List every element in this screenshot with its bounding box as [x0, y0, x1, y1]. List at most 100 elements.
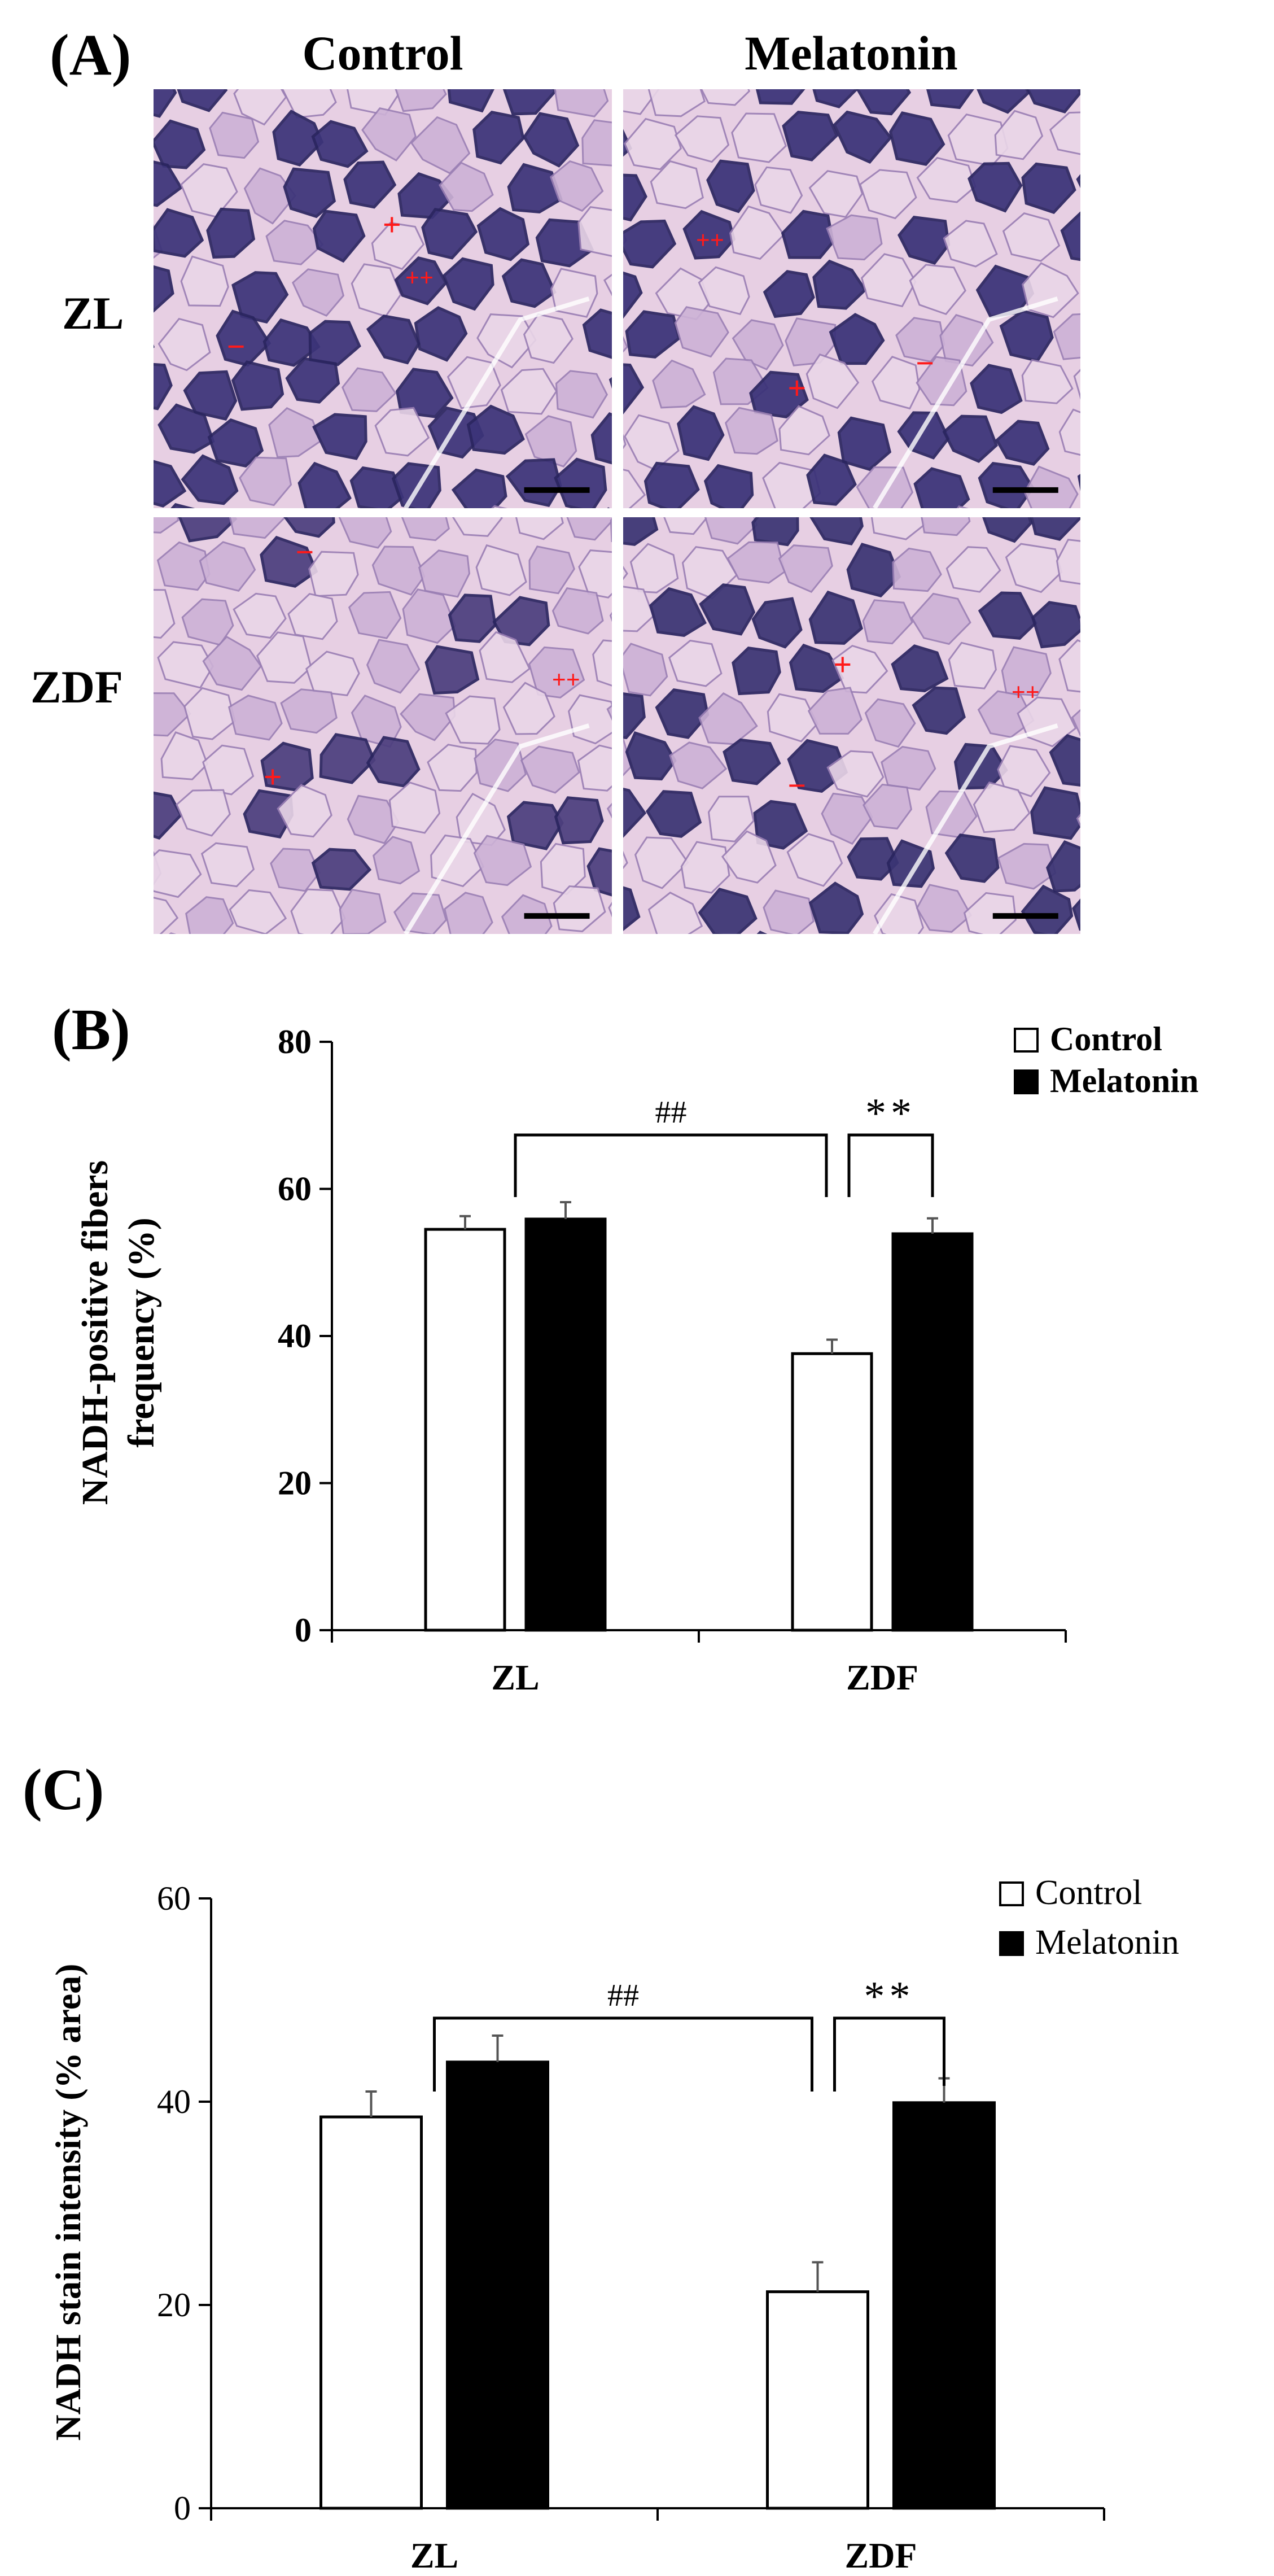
muscle-fiber: [643, 461, 700, 508]
muscle-fiber: [826, 750, 885, 798]
muscle-fiber: [451, 468, 507, 508]
muscle-fiber: [347, 794, 400, 844]
muscle-fiber: [723, 738, 781, 785]
muscle-fiber: [342, 367, 397, 412]
muscle-fiber: [1005, 543, 1063, 593]
significance-bracket-zl-zdf: [514, 1133, 828, 1197]
tissue-gap: [404, 296, 590, 508]
significance-mark-star: **: [864, 1974, 915, 2020]
fiber-marker: ++: [405, 264, 434, 292]
muscle-fiber: [1021, 359, 1074, 404]
legend-label-control: Control: [1050, 1020, 1162, 1058]
muscle-fiber: [586, 847, 612, 897]
significance-mark-star: **: [865, 1090, 916, 1137]
muscle-fiber: [812, 89, 859, 108]
muscle-fiber: [977, 690, 1035, 739]
muscle-fiber: [910, 592, 971, 645]
fiber-marker: ++: [696, 226, 724, 254]
muscle-fiber: [491, 505, 507, 508]
muscle-fiber: [418, 549, 471, 598]
muscle-fiber: [183, 370, 238, 421]
fiber-marker: +: [383, 207, 401, 243]
legend-label-melatonin: Melatonin: [1050, 1062, 1198, 1099]
muscle-fiber: [1026, 89, 1080, 113]
muscle-fiber: [706, 159, 755, 213]
muscle-fiber: [154, 692, 192, 737]
muscle-fiber: [154, 517, 180, 534]
fiber-marker: ++: [1012, 679, 1040, 706]
muscle-fiber: [515, 517, 564, 540]
muscle-fiber: [394, 256, 448, 305]
y-tick-label: 20: [278, 1465, 312, 1502]
muscle-fiber: [623, 517, 659, 546]
muscle-fiber: [677, 405, 725, 461]
muscle-fiber: [833, 110, 892, 164]
muscle-fiber: [805, 353, 860, 409]
muscle-fiber: [874, 893, 925, 934]
bar-melatonin-zl: [446, 2060, 549, 2510]
muscle-fiber: [523, 313, 573, 364]
muscle-fiber: [606, 704, 612, 721]
muscle-fiber: [160, 731, 209, 780]
muscle-fiber: [568, 694, 612, 745]
muscle-fiber: [452, 517, 503, 537]
muscle-fiber: [265, 220, 324, 265]
muscle-fiber: [361, 107, 417, 161]
muscle-fiber: [647, 892, 703, 934]
muscle-fiber: [472, 110, 525, 165]
muscle-fiber: [808, 170, 864, 218]
muscle-fiber: [319, 733, 376, 784]
muscle-fiber: [577, 744, 612, 792]
significance-mark-hash: ##: [607, 1978, 639, 2013]
muscle-fiber: [698, 887, 758, 934]
muscle-fiber: [623, 692, 646, 740]
muscle-fiber: [1076, 174, 1080, 189]
muscle-fiber: [943, 220, 998, 268]
muscle-fiber: [312, 209, 366, 263]
muscle-fiber: [285, 357, 340, 404]
micrograph-zdf-melatonin: + ++ −: [623, 517, 1080, 934]
fiber-marker: ++: [552, 666, 580, 694]
muscle-fiber: [856, 89, 912, 116]
muscle-fiber: [623, 336, 628, 353]
muscle-fiber: [623, 219, 677, 269]
scale-bar: [992, 913, 1058, 919]
muscle-fiber: [625, 731, 677, 781]
column-header-melatonin: Melatonin: [745, 26, 958, 80]
muscle-fiber: [366, 736, 421, 788]
micrograph-zl-melatonin: ++ + −: [623, 89, 1080, 508]
muscle-fiber: [763, 889, 815, 934]
muscle-fiber: [756, 931, 768, 934]
muscle-fiber: [502, 682, 555, 735]
muscle-fiber: [183, 687, 236, 740]
muscle-fiber: [549, 160, 604, 212]
muscle-fiber: [177, 89, 228, 112]
muscle-fiber: [753, 800, 808, 850]
muscle-fiber: [751, 517, 799, 547]
panel-a-label: (A): [50, 23, 132, 88]
muscle-fiber: [348, 591, 402, 639]
muscle-fiber: [395, 368, 454, 418]
muscle-fiber: [682, 209, 736, 260]
muscle-fiber: [414, 306, 468, 362]
muscle-fiber: [444, 892, 493, 934]
scale-bar: [992, 487, 1058, 493]
muscle-fiber: [1001, 646, 1052, 697]
significance-bracket-zdf: [847, 1133, 934, 1197]
muscle-fiber: [652, 359, 706, 409]
fiber-marker: −: [787, 767, 806, 804]
muscle-fiber: [807, 687, 863, 735]
muscle-fiber: [231, 271, 289, 324]
muscle-fiber: [763, 270, 815, 318]
muscle-fiber: [207, 418, 264, 468]
muscle-fiber: [157, 317, 211, 372]
muscle-fiber: [506, 801, 564, 850]
muscle-fiber: [507, 163, 563, 214]
muscle-fiber: [978, 462, 1035, 508]
muscle-fiber: [603, 273, 612, 296]
muscle-fiber: [778, 544, 833, 593]
muscle-fiber: [200, 842, 255, 888]
muscle-fiber: [180, 255, 229, 307]
fiber-marker: −: [916, 345, 934, 382]
muscle-fiber: [1071, 709, 1080, 737]
